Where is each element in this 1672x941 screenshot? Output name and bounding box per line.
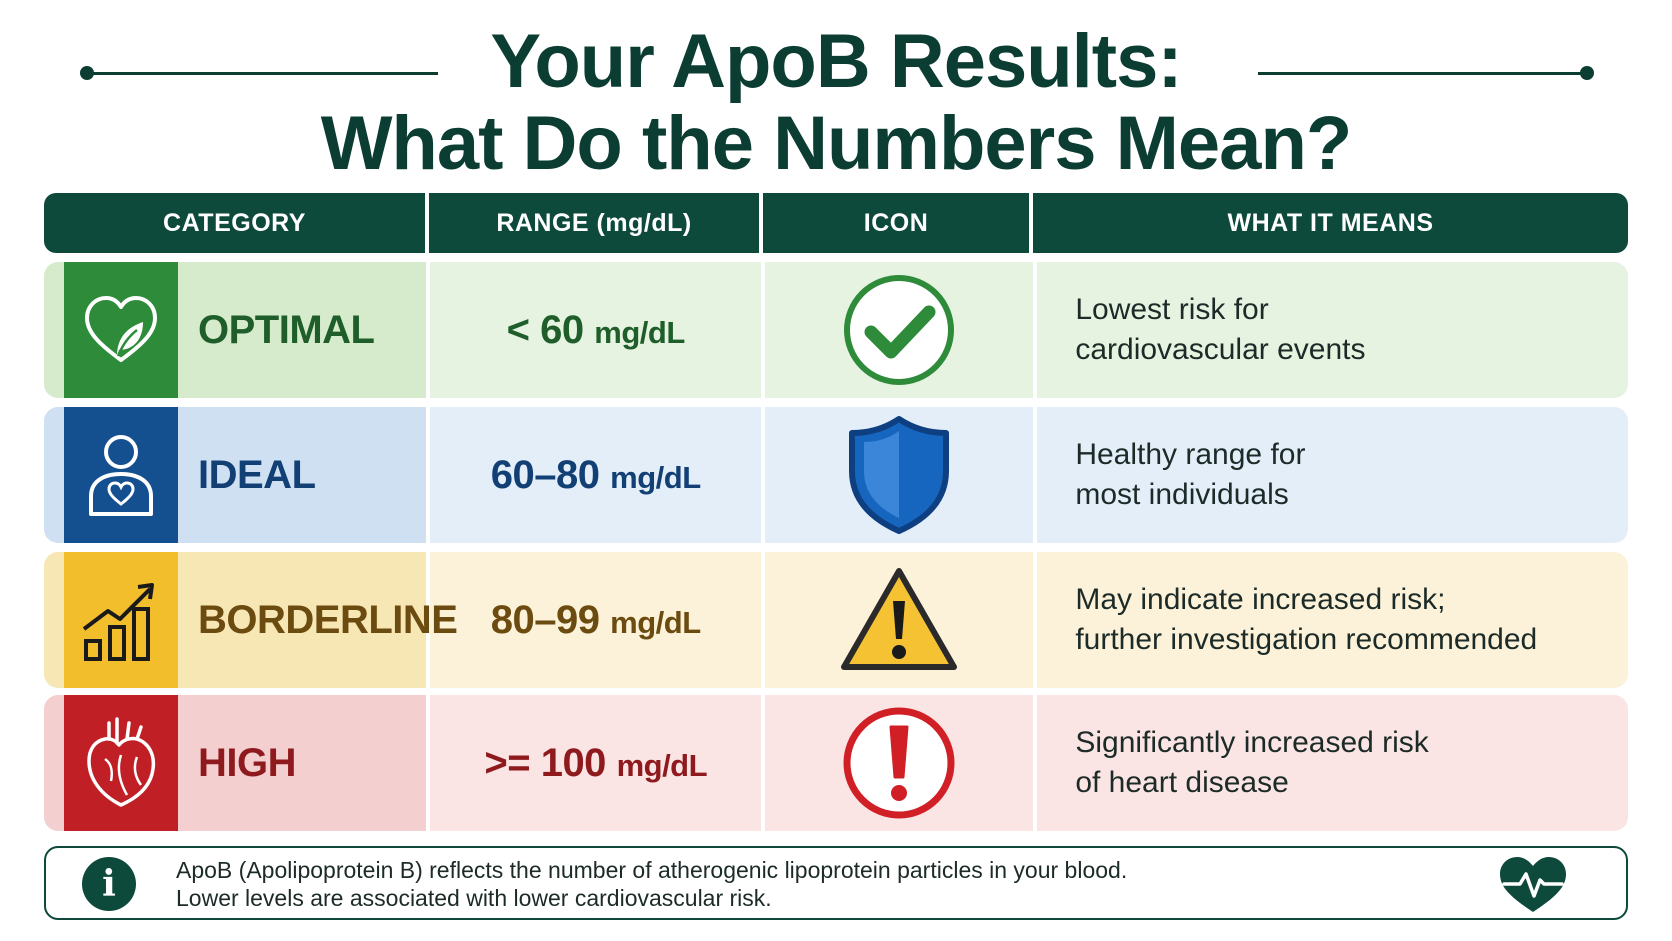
title-rule-dot-left bbox=[80, 66, 94, 80]
shield-icon bbox=[849, 416, 950, 534]
heart-pulse-icon bbox=[1500, 857, 1566, 912]
title-rule-dot-right bbox=[1580, 66, 1594, 80]
meaning-cell: Significantly increased risk of heart di… bbox=[1037, 695, 1628, 831]
category-cell: HIGH bbox=[44, 695, 427, 831]
checkmark-circle-icon bbox=[844, 275, 955, 385]
category-label: OPTIMAL bbox=[198, 307, 375, 352]
title-rule-left bbox=[88, 72, 438, 75]
category-label: HIGH bbox=[198, 740, 297, 785]
meaning-text: May indicate increased risk; further inv… bbox=[1075, 583, 1538, 656]
category-label: IDEAL bbox=[198, 452, 316, 497]
meaning-cell: Lowest risk for cardiovascular events bbox=[1037, 262, 1628, 398]
meaning-cell: May indicate increased risk; further inv… bbox=[1037, 552, 1628, 688]
category-label: BORDERLINE bbox=[198, 597, 458, 642]
title-rule-right bbox=[1258, 72, 1588, 75]
range-cell: >= 100 mg/dL bbox=[430, 695, 762, 831]
meaning-text: Significantly increased risk of heart di… bbox=[1075, 726, 1429, 799]
status-icon-cell bbox=[765, 262, 1034, 398]
person-heart-icon bbox=[64, 407, 178, 543]
heart-leaf-icon bbox=[64, 262, 178, 398]
meaning-text: Lowest risk for cardiovascular events bbox=[1075, 293, 1366, 366]
meaning-cell: Healthy range for most individuals bbox=[1037, 407, 1628, 543]
warning-triangle-icon bbox=[841, 568, 958, 670]
range-value: 60–80 mg/dL bbox=[490, 452, 701, 497]
table-row-ideal: IDEAL 60–80 mg/dL Healthy range for most… bbox=[44, 407, 1628, 543]
table-header: CATEGORY RANGE (mg/dL) ICON WHAT IT MEAN… bbox=[44, 193, 1628, 253]
range-unit: mg/dL bbox=[616, 747, 708, 783]
range-unit: mg/dL bbox=[594, 314, 685, 350]
page-title-line1: Your ApoB Results: bbox=[490, 19, 1182, 104]
category-cell: OPTIMAL bbox=[44, 262, 427, 398]
column-header-icon: ICON bbox=[763, 193, 1033, 253]
category-cell: IDEAL bbox=[44, 407, 427, 543]
rising-bar-chart-icon bbox=[64, 552, 178, 688]
range-value: >= 100 mg/dL bbox=[484, 740, 708, 785]
range-value: 80–99 mg/dL bbox=[490, 597, 701, 642]
table-row-optimal: OPTIMAL < 60 mg/dL Lowest risk for cardi… bbox=[44, 262, 1628, 398]
category-cell: BORDERLINE bbox=[44, 552, 458, 688]
column-header-category: CATEGORY bbox=[44, 193, 429, 253]
status-icon-cell bbox=[765, 552, 1034, 688]
exclamation-circle-icon bbox=[843, 707, 955, 819]
range-cell: 60–80 mg/dL bbox=[430, 407, 762, 543]
info-box: i ApoB (Apolipoprotein B) reflects the n… bbox=[44, 846, 1628, 920]
status-icon-cell bbox=[765, 407, 1034, 543]
status-icon-cell bbox=[765, 695, 1034, 831]
table-row-borderline: BORDERLINE 80–99 mg/dL May indicate incr… bbox=[44, 552, 1628, 688]
range-unit: mg/dL bbox=[610, 604, 701, 640]
range-cell: < 60 mg/dL bbox=[430, 262, 762, 398]
range-value: < 60 mg/dL bbox=[506, 307, 686, 352]
column-header-meaning: WHAT IT MEANS bbox=[1227, 208, 1434, 237]
column-header-range: RANGE (mg/dL) bbox=[429, 193, 763, 253]
meaning-text: Healthy range for most individuals bbox=[1075, 438, 1306, 511]
table-row-high: HIGH >= 100 mg/dL Significantly increase… bbox=[44, 695, 1628, 831]
title-block: Your ApoB Results: What Do the Numbers M… bbox=[0, 12, 1672, 186]
range-cell: 80–99 mg/dL bbox=[430, 552, 762, 688]
anatomical-heart-icon bbox=[64, 695, 178, 831]
info-icon: i bbox=[82, 857, 136, 911]
page-title-line2: What Do the Numbers Mean? bbox=[320, 101, 1353, 186]
info-text: ApoB (Apolipoprotein B) reflects the num… bbox=[176, 857, 1128, 911]
range-unit: mg/dL bbox=[610, 459, 701, 495]
